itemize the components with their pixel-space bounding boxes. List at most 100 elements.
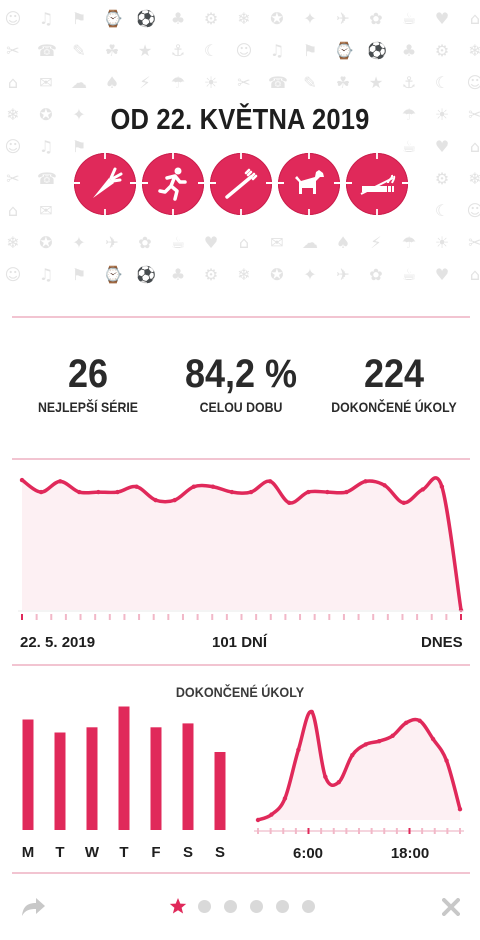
divider [12,316,470,318]
history-point [458,607,464,613]
history-point [267,479,273,484]
weekday-bar [118,706,130,830]
weekday-bar [150,727,162,830]
history-point [420,487,426,492]
history-point [306,489,311,495]
close-icon[interactable] [442,898,460,916]
history-point [229,489,235,495]
history-area [22,477,461,610]
hourly-point [444,758,449,763]
weekday-label: T [119,844,128,861]
habit-running[interactable] [142,153,204,215]
hourly-point [457,807,463,812]
page-dot[interactable] [250,900,263,913]
habit-no-smoking[interactable] [346,153,408,215]
cigarette-icon [360,174,396,195]
hourly-point [309,709,315,715]
history-point [191,484,196,489]
divider [12,458,470,460]
weekday-label: W [85,844,100,861]
history-start-label: 22. 5. 2019 [20,634,96,651]
page-dot[interactable] [198,900,211,913]
hourly-point [323,774,328,779]
history-point [382,483,387,488]
hourly-line [257,709,462,822]
stat-value: 26 [67,352,109,396]
hourly-point [390,733,395,738]
history-point [344,489,349,495]
weekday-label: T [55,844,64,861]
completed-chart-title: DOKONČENÉ ÚKOLY [175,684,305,700]
weekday-bar [54,732,66,830]
history-point [248,489,254,495]
dog-icon [295,170,324,194]
history-chart [18,476,464,620]
history-point [287,500,292,505]
history-days-label: 101 DNÍ [212,634,268,651]
page-dot[interactable] [302,900,315,913]
history-point [153,497,158,503]
background-icon-pattern: ☺ ♫ ⚑ ⌚ ⚽ ♣ ⚙ ❄ ✪ ✦ ✈ ✿ ☕ ♥ ⌂ ✂ ☎ ✎ ☘ ★ ⚓ ☾ ☺ ♫ ⚑ ⌚ ⚽ ♣ ⚙ ❄ ⌂ ✉ ☁ ♠ ⚡ ☂ ☀ ✂ ☎ ✎… [4,9,480,284]
history-point [38,489,44,495]
history-point [401,500,406,505]
history-point [134,484,139,489]
history-point [325,489,330,495]
running-icon [158,167,187,201]
stat-label: DOKONČENÉ ÚKOLY [331,399,457,415]
hourly-area [258,711,460,820]
stat-label: NEJLEPŠÍ SÉRIE [38,399,138,415]
hourly-point [430,736,436,742]
weekday-label: S [215,844,225,861]
stat-completed-tasks: 224 DOKONČENÉ ÚKOLY [314,352,474,415]
weekday-bar [214,752,226,830]
history-point [363,479,368,484]
hourly-point [282,796,288,801]
weekday-bar [182,723,194,830]
stat-best-streak: 26 NEJLEPŠÍ SÉRIE [8,352,168,415]
hourly-point [350,753,355,758]
carrot-icon [93,167,123,198]
hourly-point [269,812,274,817]
hourly-point [336,780,341,785]
footer-bar [0,888,480,928]
habit-dog[interactable] [278,153,340,215]
history-point [115,489,120,495]
history-end-label: DNES [421,634,463,651]
weekday-bar [22,719,34,830]
hour-label: 18:00 [391,845,429,862]
toothbrush-icon [225,168,258,199]
history-point [439,484,445,489]
habit-toothbrush[interactable] [210,153,272,215]
divider [12,872,470,874]
hour-label: 6:00 [293,845,323,862]
habit-list [74,153,408,215]
hourly-point [377,738,382,744]
history-point [19,477,25,483]
page-dot[interactable] [224,900,237,913]
history-point [172,497,177,503]
page-dot[interactable] [276,900,289,913]
weekday-label: S [183,844,193,861]
stat-value: 84,2 % [184,352,298,396]
hourly-point [363,742,368,747]
stat-value: 224 [363,352,425,396]
weekday-label: F [151,844,160,861]
hourly-point [296,747,301,752]
share-icon[interactable] [20,894,46,918]
weekday-label: M [22,844,35,861]
history-point [210,484,216,489]
history-point [57,479,63,484]
history-point [77,489,82,495]
stat-all-time: 84,2 % CELOU DOBU [161,352,321,415]
hourly-area-chart: 6:00 18:00 [254,709,464,862]
star-icon[interactable] [169,897,187,915]
divider [12,664,470,666]
stat-label: CELOU DOBU [199,399,283,415]
habit-carrot[interactable] [74,153,136,215]
page-title: OD 22. KVĚTNA 2019 [110,104,370,136]
history-point [96,489,101,495]
hourly-point [403,720,409,725]
weekday-bar [86,727,98,830]
hourly-point [417,718,422,723]
